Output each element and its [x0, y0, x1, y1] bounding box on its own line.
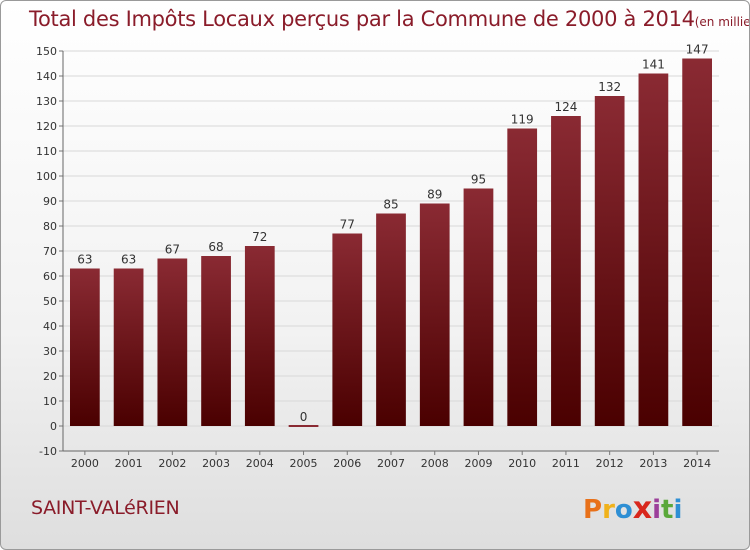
- y-tick-label: 40: [43, 320, 57, 333]
- data-label-2006: 77: [340, 218, 355, 232]
- y-tick-label: 90: [43, 195, 57, 208]
- x-tick-label: 2008: [421, 457, 449, 470]
- data-label-2010: 119: [511, 113, 534, 127]
- bar-2004: [244, 246, 275, 426]
- data-label-2000: 63: [77, 253, 92, 267]
- y-tick-label: 100: [36, 170, 57, 183]
- bar-2008: [419, 203, 450, 426]
- bar-2012: [594, 96, 625, 426]
- bar-2001: [113, 268, 144, 426]
- y-tick-label: 30: [43, 345, 57, 358]
- bar-2000: [69, 268, 100, 426]
- x-tick-label: 2002: [158, 457, 186, 470]
- data-label-2008: 89: [427, 188, 442, 202]
- x-tick-label: 2001: [115, 457, 143, 470]
- data-label-2009: 95: [471, 173, 486, 187]
- logo-letter: x: [632, 491, 653, 526]
- logo-letter: P: [583, 495, 603, 525]
- data-label-2012: 132: [598, 80, 621, 94]
- x-tick-label: 2013: [639, 457, 667, 470]
- y-tick-label: 10: [43, 395, 57, 408]
- data-label-2003: 68: [208, 240, 223, 254]
- data-label-2004: 72: [252, 230, 267, 244]
- x-tick-label: 2007: [377, 457, 405, 470]
- chart-title-main: Total des Impôts Locaux perçus par la Co…: [29, 7, 695, 31]
- bars: [69, 58, 713, 427]
- axes: -10 0 10 20 30 40 50 60 70 80 90 100 110 120 130 140 150…: [36, 45, 719, 470]
- y-tick-label: 50: [43, 295, 57, 308]
- y-tick-label: 140: [36, 70, 57, 83]
- chart-title: Total des Impôts Locaux perçus par la Co…: [29, 7, 750, 31]
- bar-2005: [288, 425, 319, 427]
- y-tick-label: 0: [50, 420, 57, 433]
- logo-letter: i: [652, 495, 662, 525]
- x-tick-label: 2014: [683, 457, 711, 470]
- bar-2013: [638, 73, 669, 426]
- bar-2003: [201, 256, 231, 426]
- bar-2006: [332, 233, 363, 426]
- y-tick-label: 150: [36, 45, 57, 58]
- x-tick-label: 2009: [464, 457, 492, 470]
- y-tick-label: -10: [39, 445, 57, 458]
- x-tick-label: 2005: [290, 457, 318, 470]
- data-label-2005: 0: [300, 410, 308, 424]
- chart-title-unit: (en milliers d'€): [694, 15, 750, 29]
- x-tick-label: 2004: [246, 457, 274, 470]
- x-tick-label: 2003: [202, 457, 230, 470]
- bar-2007: [376, 213, 406, 426]
- x-tick-label: 2000: [71, 457, 99, 470]
- data-label-2007: 85: [383, 198, 398, 212]
- y-tick-label: 80: [43, 220, 57, 233]
- logo-letter: t: [661, 495, 674, 525]
- data-label-2002: 67: [165, 243, 180, 257]
- y-tick-label: 120: [36, 120, 57, 133]
- y-tick-label: 70: [43, 245, 57, 258]
- data-labels: 63 63 67 68 72 0 77 85 89 95 119 124 132 141 147: [77, 43, 708, 425]
- data-label-2011: 124: [554, 100, 577, 114]
- x-tick-label: 2006: [333, 457, 361, 470]
- x-tick-label: 2011: [552, 457, 580, 470]
- commune-name: SAINT-VALéRIEN: [31, 497, 180, 519]
- bar-2002: [157, 258, 188, 426]
- x-tick-label: 2012: [596, 457, 624, 470]
- bar-2011: [551, 116, 581, 426]
- x-tick-label: 2010: [508, 457, 536, 470]
- bar-2009: [463, 188, 494, 426]
- logo-letter: o: [614, 495, 633, 525]
- y-tick-label: 130: [36, 95, 57, 108]
- bar-2014: [682, 58, 713, 426]
- y-tick-label: 110: [36, 145, 57, 158]
- bar-2010: [507, 128, 538, 426]
- data-label-2001: 63: [121, 253, 136, 267]
- logo-letter: i: [673, 495, 683, 525]
- data-label-2014: 147: [686, 43, 709, 57]
- data-label-2013: 141: [642, 58, 665, 72]
- y-tick-label: 20: [43, 370, 57, 383]
- logo-letter: r: [602, 495, 615, 525]
- y-tick-label: 60: [43, 270, 57, 283]
- proxiti-logo: Proxiti: [583, 491, 682, 526]
